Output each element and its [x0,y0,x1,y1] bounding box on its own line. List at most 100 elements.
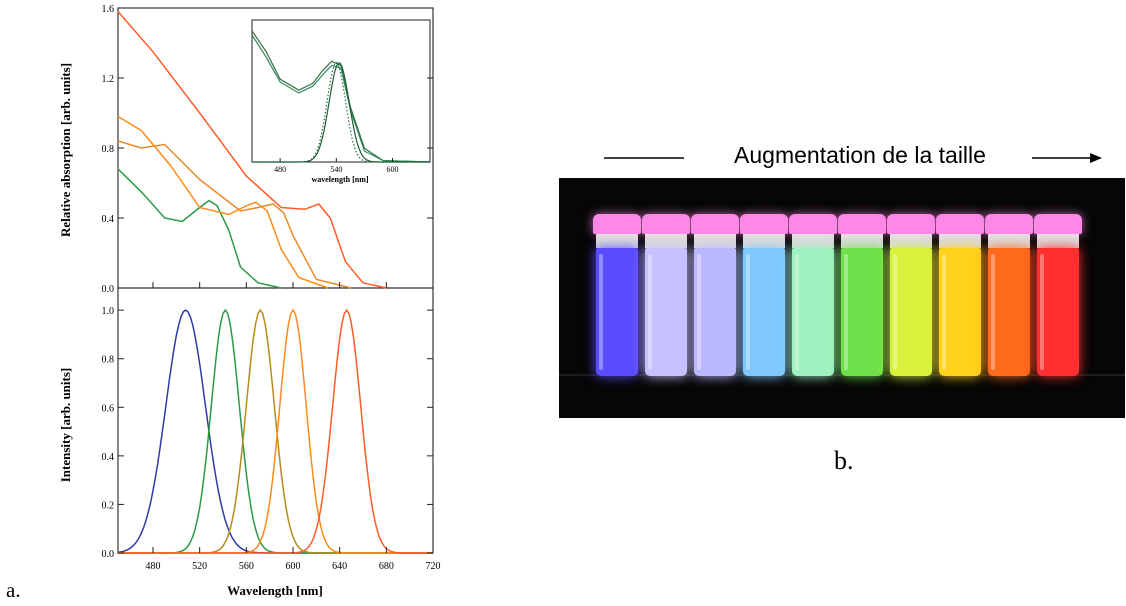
vial-glint [1040,254,1044,370]
figure-a-label: a. [6,578,21,602]
vial-cap [789,214,837,234]
vial-glint [648,254,652,370]
vial-neck [939,234,981,248]
absorption-y-axis-label: Relative absorption [arb. units] [58,63,73,237]
vial-cap [887,214,935,234]
vial-liquid [596,248,638,376]
emission-y-tick-label: 0.8 [102,355,115,366]
figure-b-caption: b. [834,446,854,475]
vial-glint [697,254,701,370]
vial-neck [841,234,883,248]
vial-neck [1037,234,1079,248]
vial-liquid [939,248,981,376]
emission-y-tick-label: 0.6 [102,403,115,414]
emission-series-2 [118,308,433,554]
x-tick-label: 480 [146,561,161,572]
absorption-series-2 [117,140,352,289]
vial-cap [642,214,690,234]
arrow-head-icon [1090,153,1102,163]
x-tick-label: 720 [426,561,441,572]
inset-x-tick-label: 540 [330,165,342,174]
vial-neck [890,234,932,248]
emission-x-ticks: 480 520 560 600 640 680 720 [146,282,441,572]
x-tick-label: 560 [239,561,254,572]
inset-x-tick-label: 600 [387,165,399,174]
vial-3 [691,214,739,378]
vial-cap [936,214,984,234]
vial-8 [936,214,984,378]
x-axis-label: Wavelength [nm] [227,583,323,598]
absorption-curves [117,11,387,289]
inset-x-axis-label: wavelength [nm] [311,175,368,184]
vial-glint [844,254,848,370]
x-tick-label: 680 [379,561,394,572]
vial-cap [985,214,1033,234]
absorption-y-tick-label: 0.4 [102,214,115,225]
inset-series-3 [252,62,430,163]
vial-1 [593,214,641,378]
emission-y-tick-label: 0.4 [102,452,115,463]
emission-series-3 [118,308,433,554]
emission-series-0 [117,309,433,554]
figure-a-spectra: 0.0 0.4 0.8 1.2 1.6 0.0 0.2 0.4 0.6 0.8 1.0 480 52… [58,4,441,598]
x-tick-label: 520 [192,561,207,572]
vial-glint [893,254,897,370]
vial-neck [596,234,638,248]
emission-y-ticks: 0.0 0.2 0.4 0.6 0.8 1.0 [102,306,433,560]
emission-series-1 [118,308,433,554]
vial-neck [743,234,785,248]
vial-liquid [1037,248,1079,376]
vial-liquid [694,248,736,376]
vial-2 [642,214,690,378]
emission-y-tick-label: 0.0 [102,549,115,560]
vial-photo [559,178,1125,418]
vial-neck [694,234,736,248]
x-tick-label: 640 [332,561,347,572]
vial-glint [991,254,995,370]
vial-cap [740,214,788,234]
absorption-y-tick-label: 1.6 [102,4,115,15]
vial-neck [792,234,834,248]
absorption-y-tick-label: 0.8 [102,144,115,155]
vial-glint [746,254,750,370]
absorption-y-ticks: 0.0 0.4 0.8 1.2 1.6 [102,4,433,295]
vial-7 [887,214,935,378]
vial-liquid [841,248,883,376]
emission-series-4 [118,308,433,554]
absorption-series-1 [117,115,329,289]
vial-liquid [890,248,932,376]
vial-cap [593,214,641,234]
inset-curves [251,30,431,163]
vial-glint [599,254,603,370]
vial-cap [838,214,886,234]
vial-neck [988,234,1030,248]
vial-cap [1034,214,1082,234]
vial-5 [789,214,837,378]
vial-neck [645,234,687,248]
inset-x-ticks: 480 540 600 [274,158,399,174]
vial-9 [985,214,1033,378]
vial-liquid [988,248,1030,376]
emission-y-axis-label: Intensity [arb. units] [58,368,73,483]
inset-series-1 [251,34,431,163]
vial-glint [795,254,799,370]
emission-y-tick-label: 0.2 [102,500,115,511]
vial-cap [691,214,739,234]
inset-panel-frame [251,19,431,163]
vial-6 [838,214,886,378]
vial-4 [740,214,788,378]
vial-liquid [743,248,785,376]
size-arrow [604,153,1102,163]
vial-10 [1034,214,1082,378]
absorption-series-0 [117,168,282,289]
vial-liquid [645,248,687,376]
inset-x-tick-label: 480 [274,165,286,174]
absorption-y-tick-label: 1.2 [102,74,115,85]
vial-glint [942,254,946,370]
vial-liquid [792,248,834,376]
absorption-y-tick-label: 0.0 [102,284,115,295]
absorption-series-3 [117,11,387,289]
inset-series-0 [251,30,431,163]
size-increase-label: Augmentation de la taille [734,142,986,168]
emission-y-tick-label: 1.0 [102,306,115,317]
